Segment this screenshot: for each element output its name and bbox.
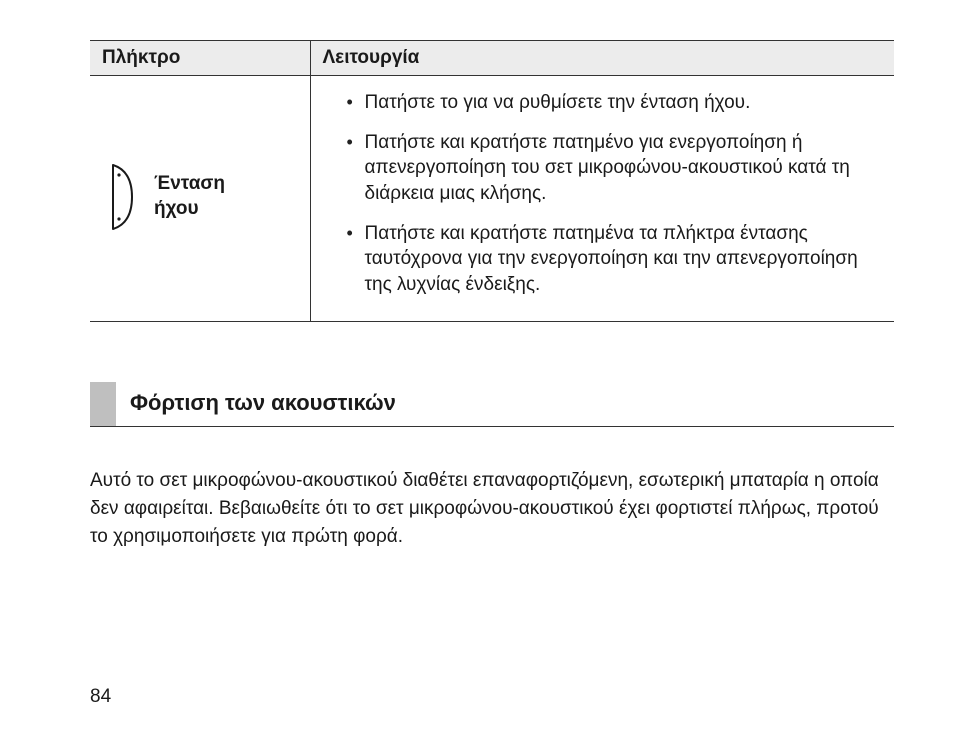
key-label-line2: ήχου [154,198,199,219]
body-paragraph: Αυτό το σετ μικροφώνου-ακουστικού διαθέτ… [90,467,894,550]
key-function-table: Πλήκτρο Λειτουργία [90,40,894,322]
table-row: Ένταση ήχου Πατήστε το για να ρυθμίσετε … [90,76,894,322]
document-page: Πλήκτρο Λειτουργία [0,0,954,742]
volume-rocker-icon [110,161,140,233]
function-item: Πατήστε και κρατήστε πατημένα τα πλήκτρα… [347,217,881,308]
key-label: Ένταση ήχου [154,172,225,221]
key-label-line1: Ένταση [154,173,225,194]
function-item: Πατήστε το για να ρυθμίσετε την ένταση ή… [347,86,881,126]
header-function: Λειτουργία [310,41,894,76]
section-title: Φόρτιση των ακουστικών [130,382,894,426]
page-number: 84 [90,686,111,708]
key-cell: Ένταση ήχου [90,76,310,322]
table-header-row: Πλήκτρο Λειτουργία [90,41,894,76]
function-cell: Πατήστε το για να ρυθμίσετε την ένταση ή… [310,76,894,322]
header-key: Πλήκτρο [90,41,310,76]
function-list: Πατήστε το για να ρυθμίσετε την ένταση ή… [319,86,887,307]
section-heading: Φόρτιση των ακουστικών [90,382,894,427]
section-tab [90,382,116,426]
function-item: Πατήστε και κρατήστε πατημένο για ενεργο… [347,126,881,217]
